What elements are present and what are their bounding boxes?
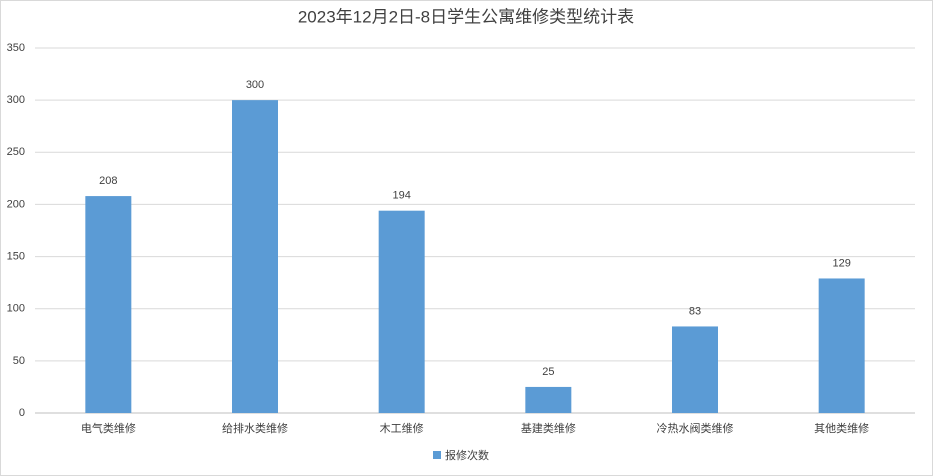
y-tick-label: 0 <box>19 407 25 419</box>
bar <box>232 100 278 414</box>
x-tick-label: 基建类维修 <box>521 421 576 435</box>
x-tick-label: 电气类维修 <box>81 421 136 435</box>
y-tick-label: 50 <box>13 355 25 367</box>
data-label: 25 <box>542 366 554 378</box>
data-label: 83 <box>689 305 701 317</box>
x-tick-label: 给排水类维修 <box>222 421 288 435</box>
bar <box>672 326 718 413</box>
x-tick-label: 其他类维修 <box>814 421 869 435</box>
legend-swatch <box>433 451 441 459</box>
y-tick-label: 150 <box>7 250 25 262</box>
bar <box>378 210 425 413</box>
data-label: 129 <box>832 257 850 269</box>
x-tick-label: 冷热水阀类维修 <box>657 421 734 435</box>
y-tick-label: 300 <box>7 94 25 106</box>
data-label: 208 <box>99 175 117 187</box>
bar <box>85 196 132 413</box>
bar <box>818 278 865 413</box>
y-tick-label: 250 <box>7 146 25 158</box>
data-label: 300 <box>246 79 264 91</box>
x-tick-label: 木工维修 <box>380 421 424 435</box>
y-tick-label: 100 <box>7 303 25 315</box>
y-tick-label: 200 <box>7 198 25 210</box>
chart-title: 2023年12月2日-8日学生公寓维修类型统计表 <box>298 7 634 26</box>
y-tick-label: 350 <box>7 42 25 54</box>
bar <box>525 386 572 413</box>
legend-label: 报修次数 <box>445 448 489 462</box>
data-label: 194 <box>392 190 410 202</box>
